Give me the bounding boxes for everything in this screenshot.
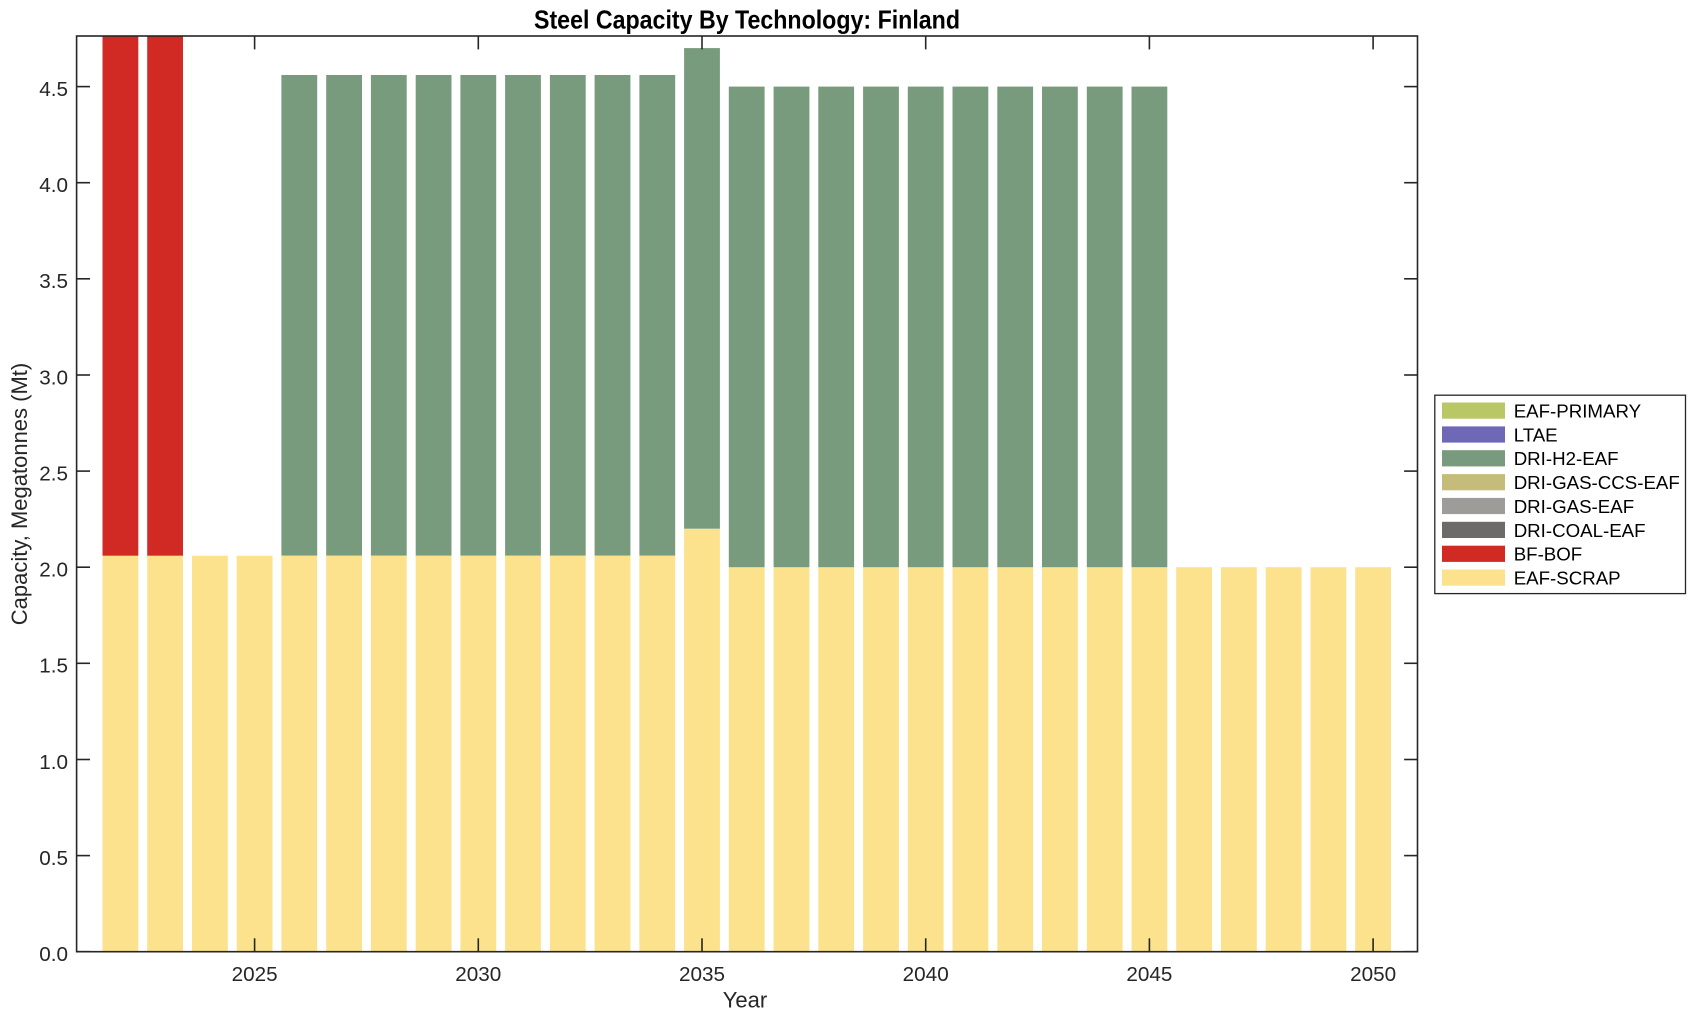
svg-text:2045: 2045: [1126, 963, 1172, 986]
svg-text:LTAE: LTAE: [1514, 424, 1558, 445]
svg-text:2040: 2040: [903, 963, 949, 986]
svg-text:Steel Capacity By Technology:: Steel Capacity By Technology: Finland: [534, 4, 960, 34]
svg-text:2050: 2050: [1350, 963, 1396, 986]
svg-text:BF-BOF: BF-BOF: [1514, 544, 1583, 565]
svg-text:2.0: 2.0: [39, 559, 68, 582]
svg-text:4.0: 4.0: [39, 174, 68, 197]
svg-text:Year: Year: [723, 988, 767, 1013]
svg-text:1.0: 1.0: [39, 751, 68, 774]
svg-text:0.5: 0.5: [39, 847, 68, 870]
svg-text:DRI-GAS-EAF: DRI-GAS-EAF: [1514, 496, 1634, 517]
svg-text:4.5: 4.5: [39, 78, 68, 101]
svg-text:3.0: 3.0: [39, 366, 68, 389]
svg-text:2035: 2035: [679, 963, 725, 986]
svg-text:2.5: 2.5: [39, 462, 68, 485]
svg-text:DRI-COAL-EAF: DRI-COAL-EAF: [1514, 520, 1646, 541]
svg-text:2025: 2025: [232, 963, 278, 986]
svg-text:0.0: 0.0: [39, 943, 68, 966]
svg-text:3.5: 3.5: [39, 270, 68, 293]
svg-text:EAF-PRIMARY: EAF-PRIMARY: [1514, 401, 1642, 422]
svg-text:Capacity, Megatonnes (Mt): Capacity, Megatonnes (Mt): [7, 363, 32, 625]
svg-text:DRI-H2-EAF: DRI-H2-EAF: [1514, 448, 1619, 469]
svg-text:2030: 2030: [455, 963, 501, 986]
svg-text:EAF-SCRAP: EAF-SCRAP: [1514, 568, 1621, 589]
svg-text:DRI-GAS-CCS-EAF: DRI-GAS-CCS-EAF: [1514, 472, 1680, 493]
svg-text:1.5: 1.5: [39, 655, 68, 678]
